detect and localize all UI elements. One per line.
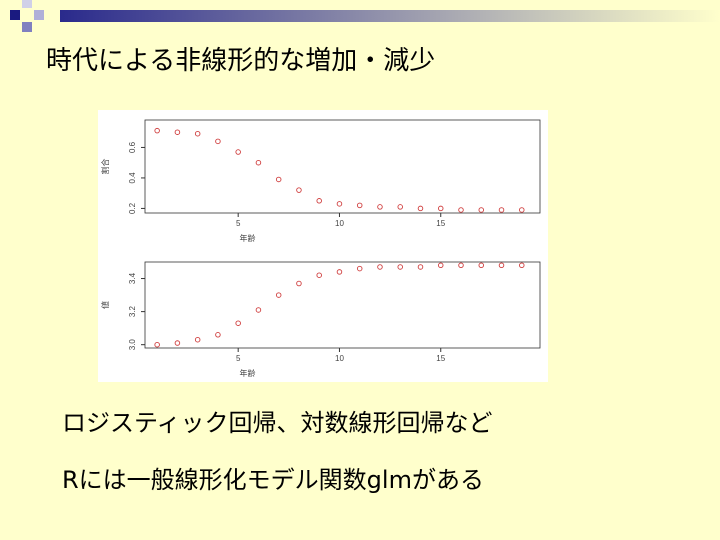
x-tick-label: 10	[335, 354, 344, 363]
x-tick-label: 5	[236, 219, 241, 228]
point	[336, 201, 343, 207]
point	[154, 127, 160, 134]
x-axis-label: 年齢	[240, 233, 256, 243]
point	[316, 198, 322, 204]
point	[194, 336, 201, 343]
bullet: Rには一般線形化モデル関数glmがある	[62, 466, 484, 494]
point	[498, 207, 505, 213]
point	[478, 207, 485, 213]
y-tick-label: 3.0	[128, 339, 137, 351]
y-tick-label: 3.2	[128, 306, 137, 318]
point	[377, 264, 383, 270]
point	[417, 264, 424, 270]
point	[174, 129, 181, 135]
point	[316, 272, 322, 278]
point	[235, 149, 241, 155]
point	[437, 205, 444, 212]
y-tick-label: 0.6	[128, 141, 137, 153]
x-tick-label: 15	[436, 354, 445, 363]
point	[437, 262, 444, 269]
point	[275, 176, 282, 183]
point	[235, 320, 241, 326]
plot-frame	[144, 119, 541, 214]
point	[377, 204, 383, 210]
y-tick-label: 3.4	[128, 272, 137, 284]
point	[397, 204, 403, 210]
slide-title: 時代による非線形的な増加・減少	[46, 46, 436, 76]
point	[417, 205, 424, 212]
point	[255, 307, 262, 313]
x-tick-label: 10	[335, 219, 344, 228]
point	[296, 280, 302, 287]
point	[154, 341, 160, 348]
point	[296, 187, 302, 193]
point	[458, 207, 464, 213]
y-tick-label: 0.4	[128, 172, 137, 184]
y-axis-label: 値	[100, 301, 110, 309]
point	[255, 159, 262, 166]
point	[356, 202, 363, 209]
point	[356, 265, 363, 272]
point	[174, 340, 181, 346]
point	[215, 332, 221, 338]
point	[519, 262, 525, 269]
point	[275, 292, 282, 298]
point	[458, 262, 464, 269]
point	[498, 262, 505, 269]
x-axis-label: 年齢	[240, 368, 256, 378]
y-axis-label: 割合	[100, 159, 110, 175]
plot-frame	[144, 261, 541, 349]
point	[215, 138, 221, 145]
point	[478, 262, 485, 269]
decoration	[10, 0, 720, 32]
x-tick-label: 5	[236, 354, 241, 363]
bullet: ロジスティック回帰、対数線形回帰など	[62, 409, 493, 437]
point	[397, 264, 403, 270]
point	[194, 130, 201, 137]
y-tick-label: 0.2	[128, 202, 137, 214]
x-tick-label: 15	[436, 219, 445, 228]
point	[336, 269, 343, 275]
point	[519, 207, 525, 213]
